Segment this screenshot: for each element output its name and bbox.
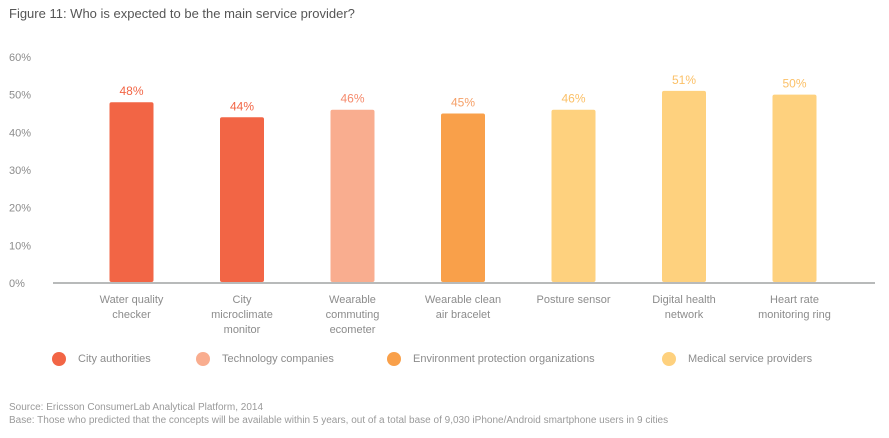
x-tick-label: Wearable clean air bracelet <box>425 294 501 321</box>
bar-chart: 0% 10% 20% 30% 40% 50% 60% 48% 44% 46% 45% 46% 51% 5… <box>9 52 875 336</box>
data-label: 51% <box>672 73 696 87</box>
y-tick-label: 0% <box>9 278 25 290</box>
x-tick-label: Heart rate monitoring ring <box>758 294 831 321</box>
bar <box>220 117 264 283</box>
footer: Source: Ericsson ConsumerLab Analytical … <box>9 401 668 427</box>
legend-item-city-authorities: City authorities <box>52 352 151 366</box>
data-label: 46% <box>340 92 364 106</box>
y-tick-label: 40% <box>9 127 31 139</box>
data-label: 44% <box>230 99 254 113</box>
legend: City authorities Technology companies En… <box>0 352 889 372</box>
legend-label: Environment protection organizations <box>413 353 595 365</box>
bars: 48% 44% 46% 45% 46% 51% 50% <box>109 73 817 283</box>
legend-swatch <box>52 352 66 366</box>
y-tick-label: 60% <box>9 52 31 64</box>
x-tick-label: Water quality checker <box>100 294 164 321</box>
x-tick-label: City microclimate monitor <box>211 294 273 336</box>
legend-swatch <box>196 352 210 366</box>
x-tick-label: Digital health network <box>652 294 716 321</box>
bar <box>772 94 817 283</box>
chart-title: Figure 11: Who is expected to be the mai… <box>9 6 355 21</box>
legend-label: Medical service providers <box>688 353 813 365</box>
legend-swatch <box>387 352 401 366</box>
bar <box>441 113 485 282</box>
bar <box>109 102 154 282</box>
legend-label: City authorities <box>78 353 151 365</box>
data-label: 50% <box>782 77 806 91</box>
y-tick-label: 10% <box>9 240 31 252</box>
data-label: 46% <box>561 92 585 106</box>
x-tick-label: Wearable commuting ecometer <box>326 294 380 336</box>
y-tick-label: 20% <box>9 203 31 215</box>
base-note: Base: Those who predicted that the conce… <box>9 415 669 426</box>
x-axis-labels: Water quality checker City microclimate moni… <box>100 294 831 336</box>
bar <box>330 109 375 282</box>
x-tick-label: Posture sensor <box>537 294 611 306</box>
y-axis: 0% 10% 20% 30% 40% 50% 60% <box>9 52 31 290</box>
data-label: 45% <box>451 96 475 110</box>
y-tick-label: 50% <box>9 90 31 102</box>
legend-item-medical-service-providers: Medical service providers <box>662 352 812 366</box>
legend-swatch <box>662 352 676 366</box>
legend-label: Technology companies <box>222 353 334 365</box>
legend-item-environment-protection-organizations: Environment protection organizations <box>387 352 595 366</box>
y-tick-label: 30% <box>9 165 31 177</box>
bar <box>662 90 706 283</box>
legend-item-technology-companies: Technology companies <box>196 352 334 366</box>
bar <box>551 109 596 282</box>
source-note: Source: Ericsson ConsumerLab Analytical … <box>9 402 264 413</box>
data-label: 48% <box>119 84 143 98</box>
